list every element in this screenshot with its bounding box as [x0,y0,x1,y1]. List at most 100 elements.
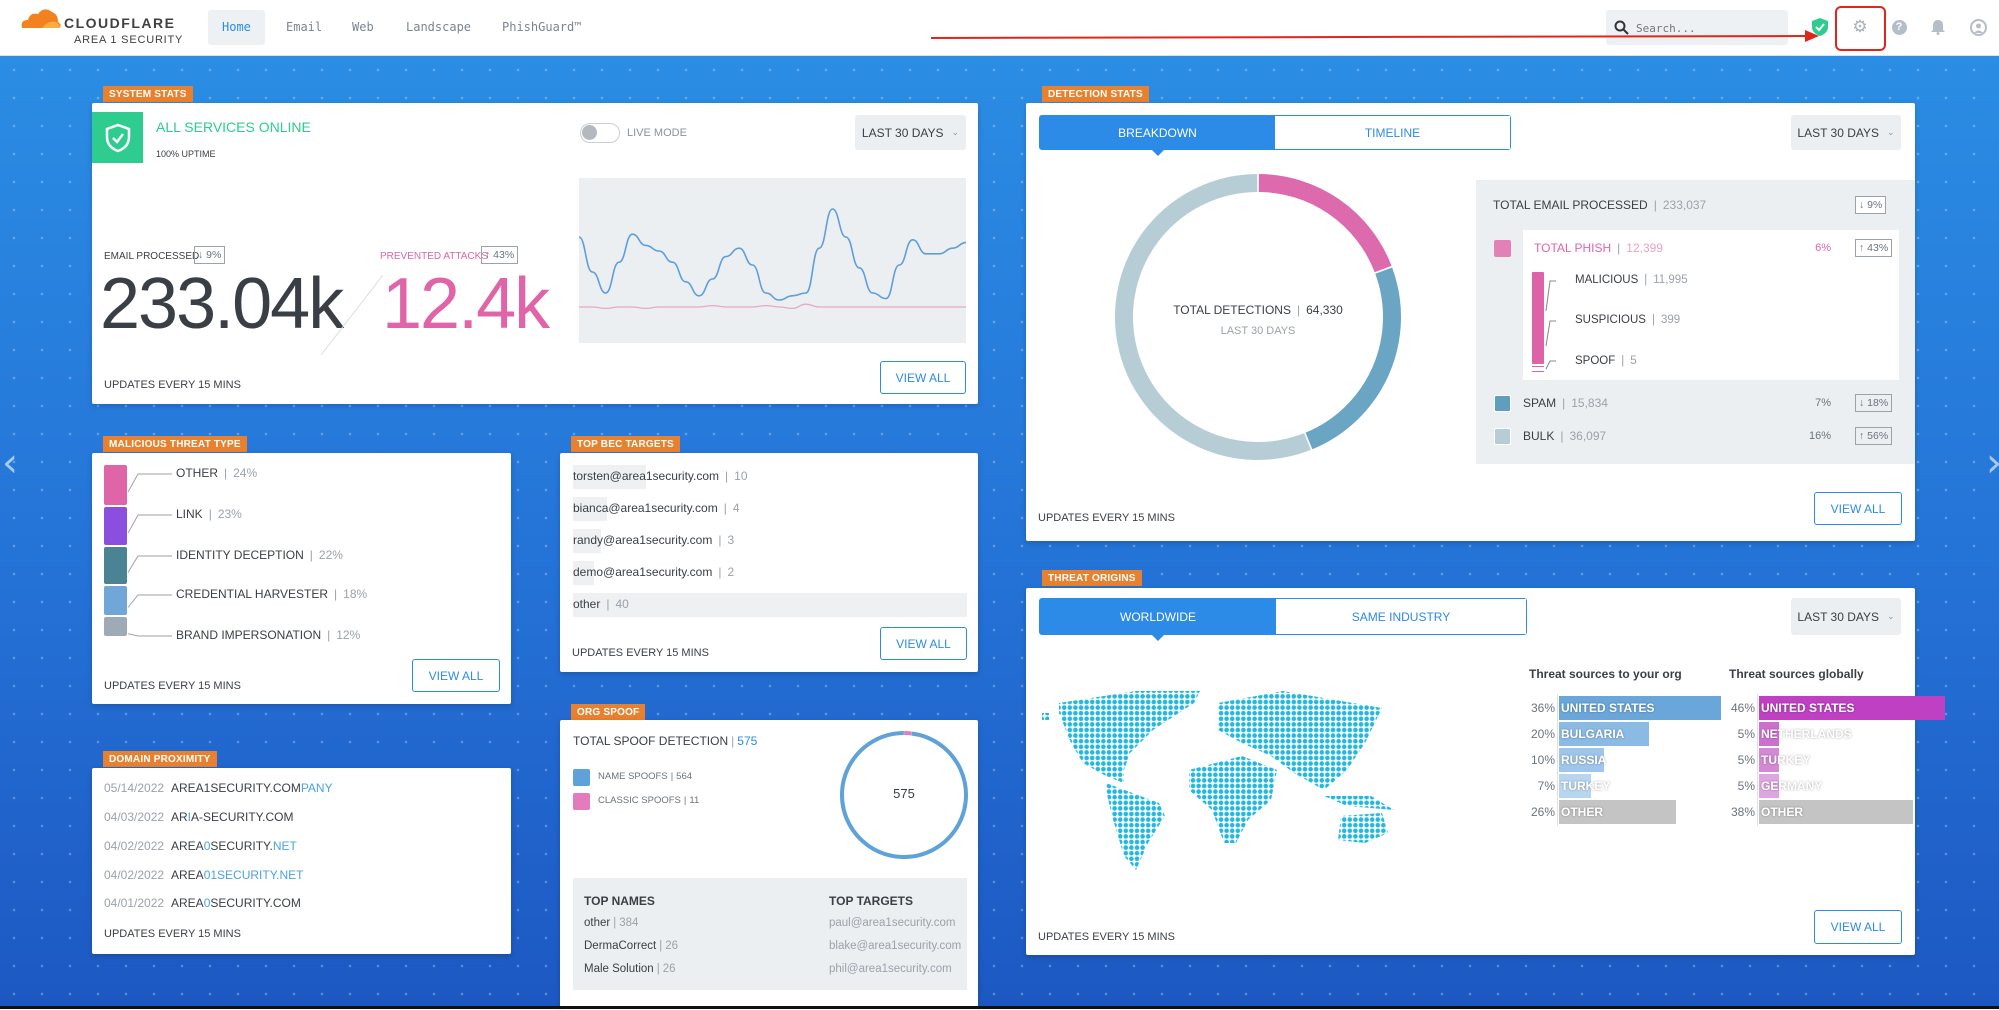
detection-segment [1259,183,1383,269]
bec-email: other [573,597,600,611]
top-names-title: TOP NAMES [584,894,655,908]
bec-row[interactable]: other|40 [573,597,629,611]
nav-landscape[interactable]: Landscape [392,10,485,45]
threat-origins-tag: THREAT ORIGINS [1042,570,1142,586]
tab-same-industry[interactable]: SAME INDUSTRY [1276,599,1526,634]
domain-name: AR [171,810,188,824]
carousel-next-arrow[interactable]: › [1986,440,1999,486]
updates-note: UPDATES EVERY 15 MINS [572,647,709,659]
view-all-button[interactable]: VIEW ALL [412,659,500,692]
source-pct: 7% [1529,779,1555,793]
connector-line [128,556,172,573]
bec-row[interactable]: bianca@area1security.com|4 [573,501,740,515]
view-all-button[interactable]: VIEW ALL [1814,910,1902,944]
detection-segment [1124,183,1307,451]
spoof-row: SPOOF|5 [1575,355,1637,367]
domain-name: AREA [171,839,204,853]
nav-web[interactable]: Web [338,10,388,45]
range-dropdown[interactable]: LAST 30 DAYS⌄ [1791,115,1901,150]
origin-tabs: WORLDWIDE SAME INDUSTRY [1039,598,1527,635]
spam-pct: 7% [1806,397,1831,409]
axis-line [1757,694,1758,826]
threat-type-item: BRAND IMPERSONATION|12% [176,628,360,642]
threat-origins-card: WORLDWIDE SAME INDUSTRY LAST 30 DAYS ⌄ Th… [1026,588,1915,955]
phish-change-badge: ↑ 43% [1855,239,1892,257]
domain-name: AREA1SECURITY.COM [171,781,301,795]
connector-lines [128,453,178,663]
prevented-attacks-value: 12.4k [382,263,548,345]
view-all-button[interactable]: VIEW ALL [880,361,966,394]
range-dropdown[interactable]: LAST 30 DAYS ⌄ [1791,598,1901,635]
connector-line [128,634,172,636]
domain-date: 04/03/2022 [104,810,171,824]
connector-line [128,474,172,492]
bulk-row: BULK|36,097 [1523,429,1606,443]
chevron-down-icon: ⌄ [1887,611,1895,622]
updates-note: UPDATES EVERY 15 MINS [1038,931,1175,943]
nav-email[interactable]: Email [272,10,336,45]
org-spoof-tag: ORG SPOOF [571,704,645,720]
bec-count: 40 [615,597,628,611]
uptime-text: 100% UPTIME [156,149,216,159]
help-icon[interactable]: ? [1888,16,1910,38]
domain-date: 04/02/2022 [104,868,171,882]
world-dot-map [1039,688,1409,878]
nav-home[interactable]: Home [208,10,265,45]
system-stats-tag: SYSTEM STATS [103,86,193,102]
bec-count: 3 [727,533,734,547]
updates-note: UPDATES EVERY 15 MINS [1038,512,1175,524]
domain-name: AREA [171,896,204,910]
bec-row[interactable]: randy@area1security.com|3 [573,533,734,547]
legend-classic-spoofs: CLASSIC SPOOFS|11 [598,795,699,806]
bulk-change-badge: ↑ 56% [1855,427,1892,445]
threat-type-item: OTHER|24% [176,466,257,480]
malicious-row: MALICIOUS|11,995 [1575,274,1688,286]
view-all-button[interactable]: VIEW ALL [880,627,967,660]
user-icon[interactable] [1967,16,1989,38]
total-email-processed: TOTAL EMAIL PROCESSED|233,037 [1493,198,1706,212]
tab-timeline[interactable]: TIMELINE [1275,116,1510,149]
tab-worldwide[interactable]: WORLDWIDE [1040,599,1276,634]
global-sources-title: Threat sources globally [1729,667,1864,681]
domain-diff: 0 [204,839,211,853]
detection-stats-tag: DETECTION STATS [1042,86,1149,102]
range-value: LAST 30 DAYS [1797,610,1879,624]
sub-brand: AREA 1 SECURITY [74,34,183,46]
threat-label: BRAND IMPERSONATION [176,628,321,642]
spam-row: SPAM|15,834 [1523,396,1608,410]
services-status: ALL SERVICES ONLINE [156,119,311,135]
status-shield-badge [92,112,143,163]
legend-swatch-classic-spoofs [573,793,590,810]
bec-row[interactable]: torsten@area1security.com|10 [573,469,748,483]
malicious-threat-tag: MALICIOUS THREAT TYPE [103,436,247,452]
threat-type-item: CREDENTIAL HARVESTER|18% [176,587,367,601]
threat-type-bar [104,617,127,636]
email-processed-value: 233.04k [100,263,342,345]
updates-note: UPDATES EVERY 15 MINS [104,928,241,940]
live-mode-toggle[interactable] [580,123,620,143]
tab-breakdown[interactable]: BREAKDOWN [1040,116,1275,149]
threat-pct: 24% [233,466,257,480]
updates-note: UPDATES EVERY 15 MINS [104,379,241,391]
bec-row[interactable]: demo@area1security.com|2 [573,565,734,579]
total-phish: TOTAL PHISH|12,399 [1534,241,1663,255]
live-mode-label: LIVE MODE [627,127,687,139]
bec-email: torsten@area1security.com [573,469,719,483]
view-all-button[interactable]: VIEW ALL [1814,492,1902,525]
carousel-prev-arrow[interactable]: ‹ [2,440,18,486]
threat-pct: 12% [336,628,360,642]
threat-type-bar [104,507,127,545]
bell-icon[interactable] [1927,16,1949,38]
gear-icon[interactable]: ⚙ [1849,16,1871,38]
updates-note: UPDATES EVERY 15 MINS [104,680,241,692]
range-dropdown[interactable]: LAST 30 DAYS⌄ [855,115,966,150]
nav-phishguard[interactable]: PhishGuard™ [488,10,595,45]
threat-label: LINK [176,507,203,521]
cloudflare-logo[interactable]: CLOUDFLARE AREA 1 SECURITY [18,6,188,50]
malicious-threat-card: OTHER|24% LINK|23% IDENTITY DECEPTION|22… [92,453,511,704]
